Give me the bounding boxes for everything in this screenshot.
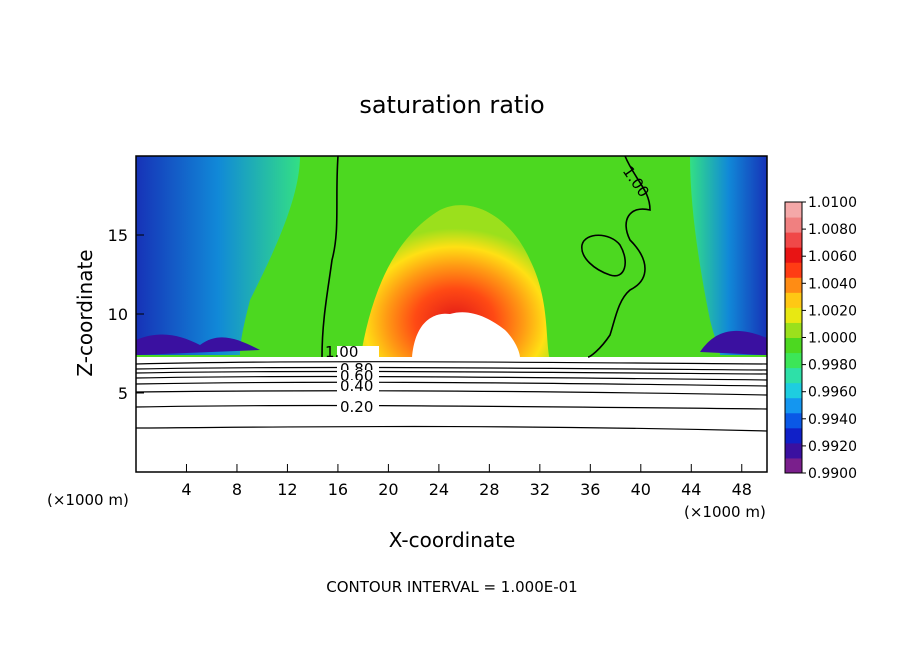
colorbar-frame [784,201,803,474]
colorbar-tick-label: 1.0040 [808,276,857,292]
colorbar-swatch [785,262,802,278]
y-tick-label: 15 [108,226,128,245]
colorbar-swatch [785,397,802,414]
x-tick-label: 40 [631,480,651,499]
contour-label: 0.40 [340,377,373,395]
colorbar-swatch [785,427,802,444]
colorbar-swatch [785,442,802,459]
y-tick-label: 5 [118,384,128,403]
colorbar-tick-label: 0.9900 [808,466,857,482]
cool-region-left [136,156,300,355]
contour-line-1.00-right [587,156,651,358]
x-tick-label: 4 [181,480,191,499]
x-tick-label: 36 [580,480,600,499]
y-tick-label: 10 [108,305,128,324]
colorbar-tick-label: 0.9920 [808,439,857,455]
x-tick-label: 16 [328,480,348,499]
contour-line-1.00-left [321,156,339,358]
colorbar-swatch [785,247,802,263]
low-level-band-right [700,330,767,355]
colorbar-swatch [785,232,802,248]
x-tick-label: 32 [530,480,550,499]
y-axis-label: Z-coordinate [73,249,97,376]
colorbar-swatch [785,457,802,474]
lower-white-region [136,357,767,472]
colorbar-tick-label: 1.0080 [808,222,857,238]
colorbar-swatch [785,292,802,308]
colorbar-swatch [785,322,802,338]
colorbar-swatch [785,307,802,323]
x-axis-label: X-coordinate [389,528,516,552]
cool-region-right [690,156,767,355]
contour-label: 0.20 [340,398,373,416]
x-tick-label: 28 [479,480,499,499]
colorbar-tick-label: 1.0060 [808,249,857,265]
contour-interval-note: CONTOUR INTERVAL = 1.000E-01 [326,578,577,596]
colorbar-swatch [785,277,802,293]
colorbar-swatch [785,202,802,218]
colorbar-tick-label: 1.0000 [808,331,857,347]
x-tick-label: 48 [732,480,752,499]
x-tick-label: 12 [277,480,297,499]
chart-title: saturation ratio [359,91,544,119]
colorbar-tick-label: 1.0100 [808,195,857,211]
y-axis-ticks: 5 10 15 [108,226,144,403]
colorbar-swatch [785,367,802,384]
warm-plume [360,205,550,360]
colorbar-tick-label: 1.0020 [808,303,857,319]
colorbar-swatch [785,382,802,399]
colorbar-swatch [785,217,802,233]
x-tick-label: 24 [429,480,449,499]
colorbar: 0.9900 0.9920 0.9940 0.9960 0.9980 1.0000 1.00… [785,195,857,482]
contour-lines-lower [136,361,767,432]
x-unit-right: (×1000 m) [684,503,766,521]
x-unit-left: (×1000 m) [47,491,129,509]
colorbar-tick-label: 0.9980 [808,358,857,374]
colorbar-tick-label: 0.9960 [808,385,857,401]
plot-area [136,156,767,472]
colorbar-swatch [785,337,802,354]
cloud-core-white [412,312,520,358]
colorbar-swatch [785,352,802,369]
colorbar-tick-label: 0.9940 [808,412,857,428]
x-tick-label: 8 [232,480,242,499]
contour-labels: 1.00 1.00 0.80 0.60 0.40 0.20 [325,163,653,416]
x-tick-label: 44 [681,480,701,499]
x-axis-ticks: 4 8 12 16 20 24 28 32 36 40 44 48 [181,464,752,499]
contour-loop [581,234,626,277]
colorbar-swatch [785,412,802,429]
x-tick-label: 20 [378,480,398,499]
contour-label: 1.00 [325,343,358,361]
low-level-band [136,334,260,355]
